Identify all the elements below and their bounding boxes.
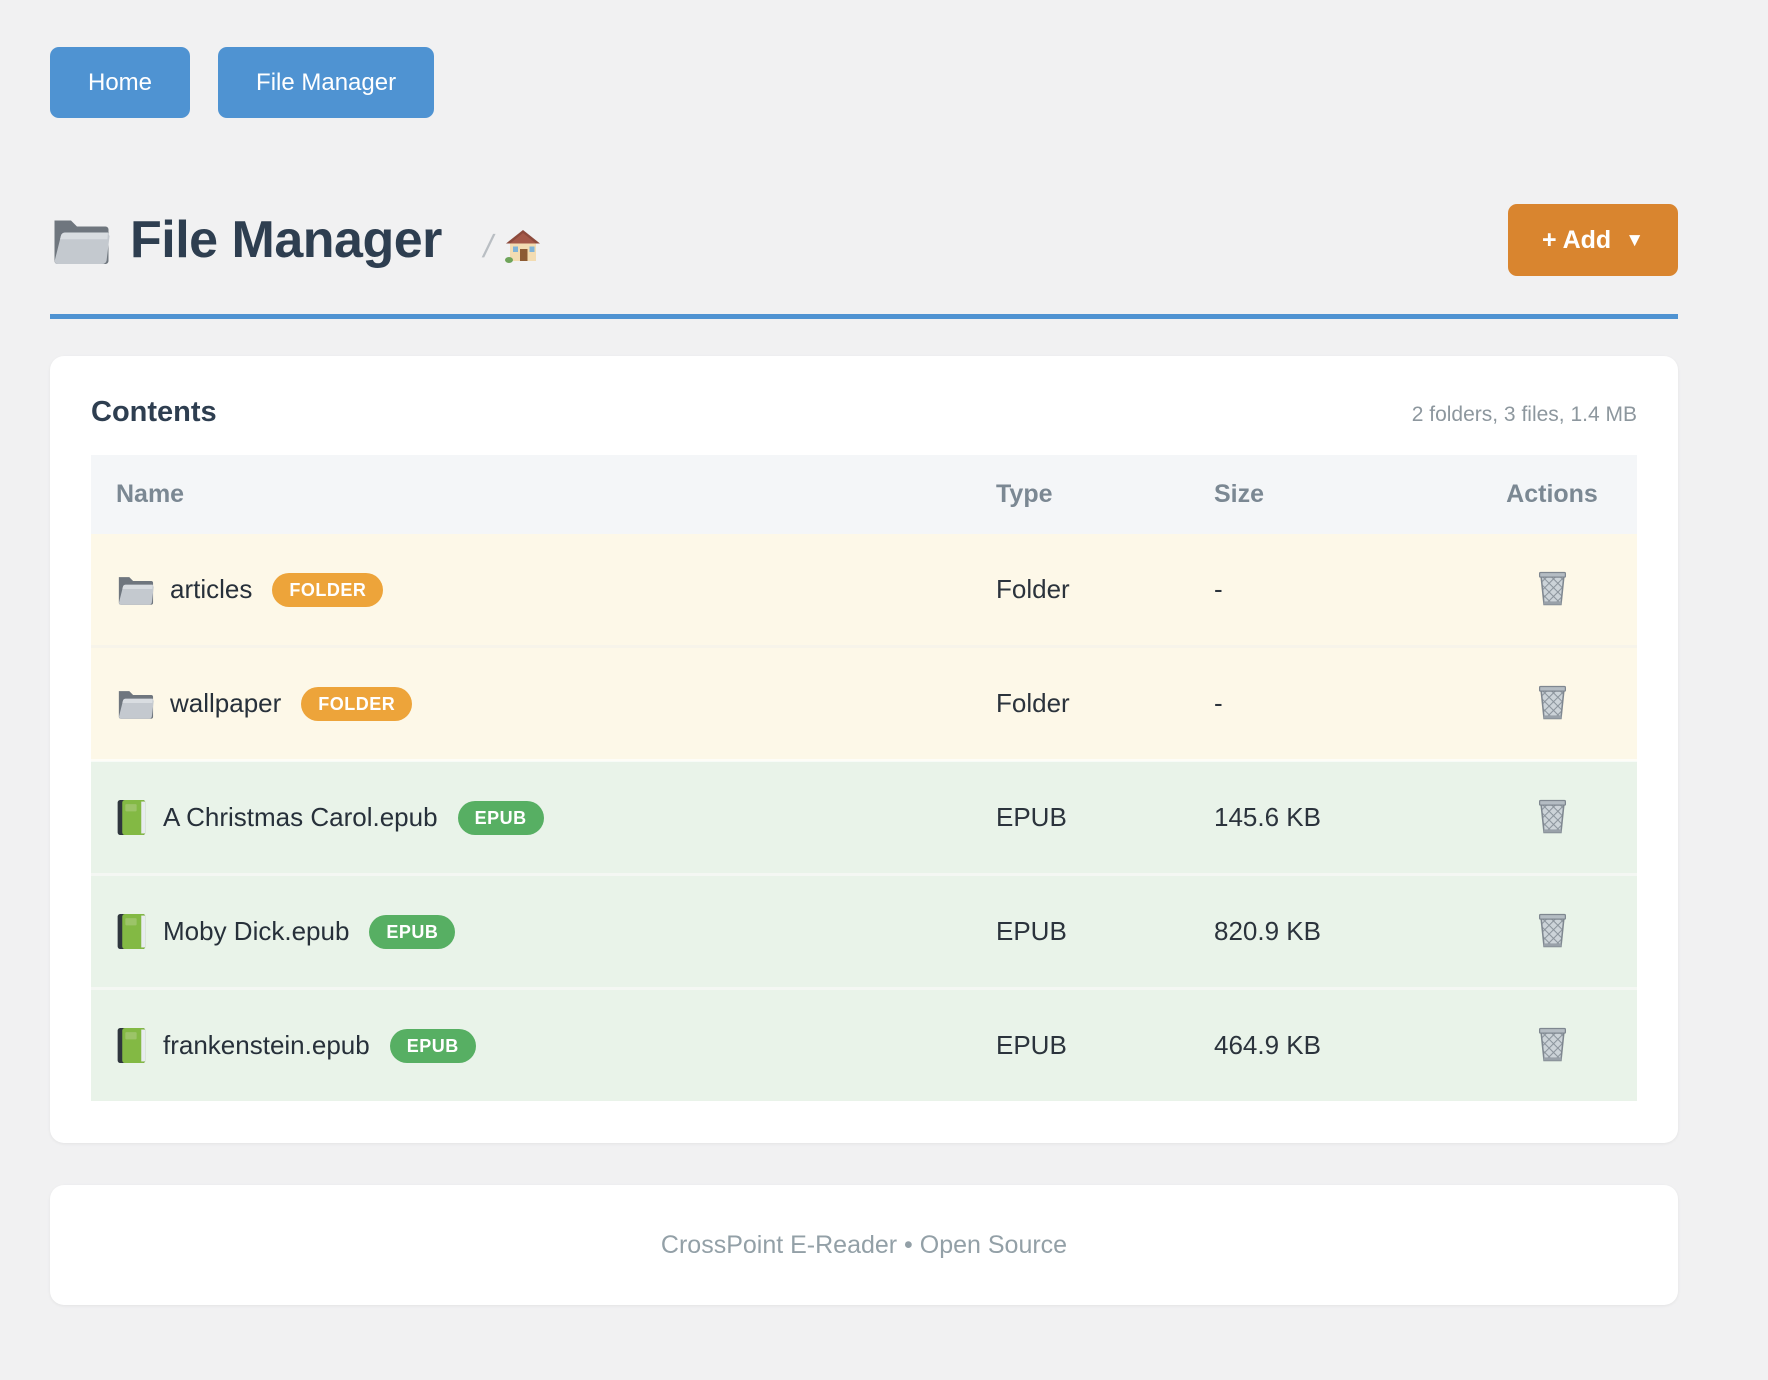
contents-card: Contents 2 folders, 3 files, 1.4 MB Name… [50, 356, 1678, 1143]
wastebasket-icon [1536, 569, 1569, 607]
files-table: Name Type Size Actions articles FOLDER Fold… [91, 455, 1637, 1101]
table-row[interactable]: wallpaper FOLDER Folder - [91, 645, 1637, 761]
column-header-size: Size [1189, 455, 1467, 534]
nav-home-button[interactable]: Home [50, 47, 191, 118]
table-row[interactable]: A Christmas Carol.epub EPUB EPUB 145.6 K… [91, 759, 1637, 875]
page-title: File Manager [130, 211, 442, 269]
type-badge: EPUB [457, 800, 544, 835]
file-size: 464.9 KB [1189, 987, 1467, 1101]
add-button-label: + Add [1541, 225, 1612, 254]
table-row[interactable]: frankenstein.epub EPUB EPUB 464.9 KB [91, 987, 1637, 1101]
green-book-icon [116, 913, 147, 950]
title-row: File Manager / [50, 204, 1678, 276]
file-size: - [1189, 645, 1467, 761]
file-type: EPUB [971, 987, 1189, 1101]
delete-button[interactable] [1532, 907, 1573, 953]
wastebasket-icon [1536, 683, 1569, 721]
footer: CrossPoint E-Reader • Open Source [50, 1185, 1678, 1305]
breadcrumb-home-button[interactable] [504, 229, 541, 263]
folder-icon [50, 214, 110, 266]
contents-summary: 2 folders, 3 files, 1.4 MB [1411, 403, 1637, 426]
contents-table-body: articles FOLDER Folder - [91, 534, 1637, 1101]
file-name[interactable]: articles [170, 574, 253, 604]
file-name[interactable]: frankenstein.epub [163, 1030, 370, 1060]
wastebasket-icon [1536, 911, 1569, 949]
file-size: 145.6 KB [1189, 759, 1467, 875]
green-book-icon [116, 1027, 147, 1064]
file-name[interactable]: A Christmas Carol.epub [163, 802, 438, 832]
top-nav: Home File Manager [50, 47, 1678, 118]
title-divider [50, 314, 1678, 319]
footer-text: CrossPoint E-Reader • Open Source [660, 1230, 1068, 1259]
folder-icon [116, 573, 154, 606]
delete-button[interactable] [1532, 793, 1573, 839]
chevron-down-icon: ▼ [1625, 230, 1644, 251]
delete-button[interactable] [1532, 679, 1573, 725]
file-name[interactable]: Moby Dick.epub [163, 916, 350, 946]
type-badge: EPUB [389, 1028, 476, 1063]
file-type: EPUB [971, 873, 1189, 989]
file-manager-page: Home File Manager File Manager / [50, 47, 1678, 1305]
column-header-actions: Actions [1467, 455, 1637, 534]
folder-icon [116, 687, 154, 720]
breadcrumb: / [480, 228, 541, 265]
delete-button[interactable] [1532, 565, 1573, 611]
table-header-row: Name Type Size Actions [91, 455, 1637, 534]
file-type: EPUB [971, 759, 1189, 875]
add-button[interactable]: + Add ▼ [1507, 204, 1678, 276]
type-badge: FOLDER [301, 686, 413, 721]
breadcrumb-separator: / [480, 227, 497, 264]
nav-file-manager-button[interactable]: File Manager [218, 47, 435, 118]
column-header-type: Type [971, 455, 1189, 534]
contents-heading: Contents [91, 396, 217, 428]
file-type: Folder [971, 645, 1189, 761]
house-icon [504, 229, 541, 263]
delete-button[interactable] [1532, 1021, 1573, 1067]
file-type: Folder [971, 534, 1189, 647]
file-size: 820.9 KB [1189, 873, 1467, 989]
column-header-name: Name [91, 455, 971, 534]
green-book-icon [116, 799, 147, 836]
type-badge: EPUB [369, 914, 456, 949]
table-row[interactable]: articles FOLDER Folder - [91, 534, 1637, 647]
file-size: - [1189, 534, 1467, 647]
type-badge: FOLDER [272, 572, 384, 607]
table-row[interactable]: Moby Dick.epub EPUB EPUB 820.9 KB [91, 873, 1637, 989]
wastebasket-icon [1536, 1025, 1569, 1063]
wastebasket-icon [1536, 797, 1569, 835]
file-name[interactable]: wallpaper [170, 688, 282, 718]
